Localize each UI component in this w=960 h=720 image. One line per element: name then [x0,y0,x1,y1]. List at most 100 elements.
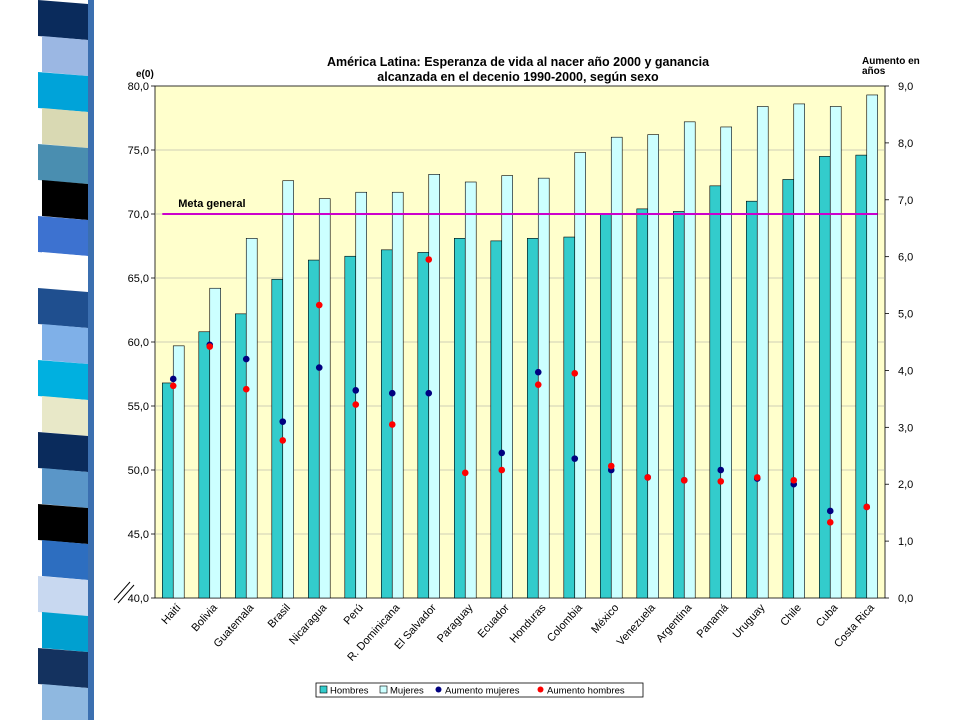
bar-mujeres [428,174,440,599]
chart-title-line1: América Latina: Esperanza de vida al nac… [327,55,710,69]
point-aumento-hombres [206,343,214,350]
right-axis-label-line1: Aumento en [862,56,920,67]
bar-hombres [417,252,430,599]
point-aumento-hombres [826,519,834,526]
left-tick-label: 75,0 [128,145,149,157]
bar-hombres [672,211,685,599]
right-axis-label-line2: años [862,66,886,77]
point-aumento-mujeres [279,418,287,425]
bar-hombres [855,154,868,599]
point-aumento-mujeres [534,368,542,376]
right-tick-label: 6,0 [898,252,913,264]
bar-hombres [490,240,503,599]
bar-mujeres [245,238,258,599]
right-tick-label: 9,0 [898,81,913,93]
stripe-band [38,144,88,184]
category-label: Perú [342,602,366,627]
category-label: Honduras [508,602,549,646]
stripe-band [42,396,88,436]
bar-mujeres [610,136,623,599]
stripe-band [42,324,88,364]
left-tick-label: 65,0 [128,273,149,285]
point-aumento-mujeres [425,389,433,397]
bar-mujeres [793,103,805,599]
bar-hombres [782,179,795,599]
point-aumento-mujeres [315,364,323,371]
point-aumento-hombres [644,474,652,481]
point-aumento-mujeres [242,355,250,363]
left-tick-label: 80,0 [128,81,149,93]
category-label: Haití [159,602,183,627]
point-aumento-mujeres [352,387,360,394]
stripe-band [42,36,88,76]
bar-mujeres [683,121,696,599]
right-tick-label: 7,0 [898,195,913,207]
bar-mujeres [464,181,477,599]
right-tick-label: 0,0 [898,593,913,605]
axis-break-mark-2 [117,584,135,604]
bar-hombres [162,382,174,599]
axis-break-mark [113,581,131,601]
right-tick-label: 2,0 [898,479,913,491]
bar-hombres [818,156,831,599]
right-tick-label: 4,0 [898,365,913,377]
point-aumento-mujeres [826,507,834,515]
stripe-band [38,432,88,472]
legend-label: Hombres [330,686,369,697]
stripe-band [38,648,88,688]
bar-hombres [307,259,320,599]
point-aumento-hombres [461,469,469,477]
right-tick-label: 5,0 [898,309,913,321]
bar-mujeres [172,345,185,599]
category-label: Brasil [266,602,293,630]
point-aumento-hombres [863,503,871,511]
bar-mujeres [756,106,769,599]
category-label: Argentina [654,601,695,645]
stripe-band [42,108,88,148]
category-label: Chile [778,602,804,629]
stripe-band [38,72,88,112]
category-label: Bolivia [189,601,220,634]
legend: Hombres Mujeres Aumento mujeres Aumento hom… [315,682,644,698]
point-aumento-mujeres [169,375,177,383]
point-aumento-hombres [571,369,579,377]
bar-hombres [599,213,612,599]
category-label: Paraguay [435,602,476,645]
category-label: Ecuador [476,602,513,641]
bar-hombres [709,185,722,599]
category-label: Colombia [545,601,586,644]
stripe-band [42,252,88,292]
bar-mujeres [647,134,659,599]
left-tick-label: 45,0 [128,529,149,541]
point-aumento-hombres [534,381,542,388]
category-label: Uruguay [731,602,768,641]
bar-mujeres [209,287,221,599]
right-tick-label: 8,0 [898,138,913,150]
bar-hombres [453,238,466,599]
bar-hombres [198,331,211,599]
legend-label: Mujeres [390,686,424,697]
category-label: Nicaragua [287,601,330,647]
left-tick-label: 55,0 [128,401,149,413]
left-axis-ticks: 40,0 45,0 50,0 55,0 60,0 65,0 70,0 75,0 80,0 [128,81,155,605]
bar-mujeres [282,180,294,599]
point-aumento-hombres [279,437,287,444]
stripe-band [38,576,88,616]
bar-mujeres [866,94,878,599]
category-label: Cuba [814,601,841,629]
bar-hombres [563,236,576,599]
point-aumento-hombres [607,462,615,470]
bar-hombres [636,208,649,599]
decorative-stripe [38,0,94,720]
stripe-band [42,180,88,220]
stripe-band [42,468,88,508]
stripe-band [38,360,88,400]
stripe-band [38,216,88,256]
bar-mujeres [829,106,842,599]
stripe-band [42,684,88,720]
legend-label: Aumento hombres [547,686,625,697]
bar-mujeres [501,175,513,599]
point-aumento-hombres [352,401,360,408]
legend-swatch [379,685,388,694]
